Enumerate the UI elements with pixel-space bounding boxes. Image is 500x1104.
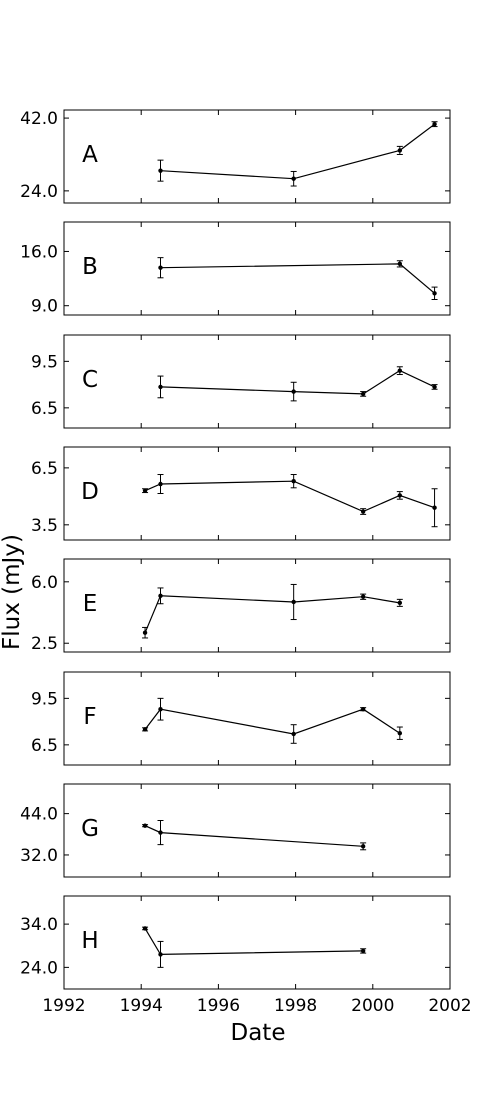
data-point bbox=[158, 265, 163, 270]
series-line bbox=[160, 369, 435, 395]
panel-label: C bbox=[82, 367, 98, 393]
data-point bbox=[432, 121, 437, 127]
y-tick-label: 24.0 bbox=[20, 958, 58, 978]
panel-frame bbox=[63, 109, 451, 204]
data-point bbox=[360, 707, 366, 712]
data-point bbox=[397, 261, 403, 267]
panel-c: 6.5 9.5 C bbox=[31, 334, 451, 429]
panel-g: 32.0 44.0 G bbox=[20, 783, 451, 878]
panel-label: F bbox=[83, 704, 96, 730]
series-line bbox=[144, 928, 364, 956]
data-point bbox=[360, 509, 366, 514]
data-point bbox=[291, 176, 296, 181]
data-point bbox=[142, 488, 148, 493]
panel-f: 6.5 9.5 F bbox=[31, 671, 451, 766]
panel-frame bbox=[63, 446, 451, 541]
panel-label: G bbox=[81, 816, 99, 842]
y-tick-label: 24.0 bbox=[20, 182, 58, 202]
data-point bbox=[397, 368, 403, 373]
data-point bbox=[291, 731, 296, 737]
data-point bbox=[158, 384, 163, 390]
panel-a: 24.0 42.0 A bbox=[20, 109, 451, 204]
y-tick-label: 9.0 bbox=[31, 297, 58, 317]
y-tick-label: 16.0 bbox=[20, 242, 58, 262]
data-point bbox=[397, 600, 403, 606]
data-point bbox=[142, 630, 148, 635]
data-point bbox=[158, 952, 163, 957]
panel-frame bbox=[63, 783, 451, 878]
x-axis-label: Date bbox=[231, 1020, 286, 1046]
series-line bbox=[144, 708, 401, 735]
series-line bbox=[160, 123, 435, 180]
data-point bbox=[397, 148, 403, 153]
panel-label: A bbox=[82, 142, 98, 168]
series-line bbox=[144, 595, 400, 633]
panel-frame bbox=[63, 671, 451, 766]
x-tick-label: 2002 bbox=[428, 996, 471, 1016]
panel-frame bbox=[63, 221, 451, 316]
y-axis-label: Flux (mJy) bbox=[0, 534, 25, 650]
y-tick-label: 2.5 bbox=[31, 634, 58, 654]
data-point bbox=[158, 481, 163, 487]
panel-b: 9.0 16.0 B bbox=[20, 221, 451, 317]
x-tick-label: 2000 bbox=[351, 996, 394, 1016]
y-tick-label: 44.0 bbox=[20, 805, 58, 825]
y-tick-label: 42.0 bbox=[20, 109, 58, 129]
data-point bbox=[360, 594, 366, 599]
data-point bbox=[158, 168, 163, 173]
x-tick-label: 1992 bbox=[42, 996, 85, 1016]
data-point bbox=[432, 384, 437, 390]
data-point bbox=[291, 599, 296, 605]
panel-frame bbox=[63, 895, 451, 990]
panel-d: 3.5 6.5 D bbox=[31, 446, 451, 541]
data-point bbox=[142, 727, 148, 732]
data-point bbox=[142, 926, 148, 931]
data-point bbox=[360, 844, 366, 849]
panel-label: B bbox=[82, 254, 98, 280]
x-tick-label: 1994 bbox=[120, 996, 163, 1016]
y-tick-label: 32.0 bbox=[20, 846, 58, 866]
panel-label: E bbox=[83, 591, 98, 617]
panel-e: 2.5 6.0 E bbox=[31, 558, 451, 654]
data-point bbox=[432, 505, 437, 510]
data-point bbox=[158, 707, 163, 712]
panel-label: D bbox=[81, 479, 99, 505]
data-point bbox=[397, 493, 403, 498]
y-tick-label: 9.5 bbox=[31, 689, 58, 709]
series-line bbox=[144, 825, 364, 847]
data-point bbox=[360, 391, 366, 397]
series-line bbox=[144, 480, 435, 513]
y-tick-label: 6.5 bbox=[31, 399, 58, 419]
panel-frame bbox=[63, 558, 451, 653]
y-tick-label: 6.0 bbox=[31, 573, 58, 593]
y-tick-label: 6.5 bbox=[31, 736, 58, 756]
data-point bbox=[158, 593, 163, 599]
y-tick-label: 3.5 bbox=[31, 516, 58, 536]
data-point bbox=[360, 948, 366, 954]
x-tick-label: 1998 bbox=[274, 996, 317, 1016]
panel-h: 24.0 34.0 H bbox=[20, 895, 451, 990]
data-point bbox=[432, 291, 437, 296]
data-point bbox=[291, 389, 296, 394]
y-tick-label: 9.5 bbox=[31, 352, 58, 372]
data-point bbox=[142, 823, 148, 828]
x-tick-label: 1996 bbox=[197, 996, 240, 1016]
y-tick-label: 6.5 bbox=[31, 459, 58, 479]
data-point bbox=[291, 478, 296, 484]
panel-label: H bbox=[81, 928, 98, 954]
y-tick-label: 34.0 bbox=[20, 915, 58, 935]
panel-frame bbox=[63, 334, 451, 429]
data-point bbox=[158, 830, 163, 835]
series-line bbox=[160, 263, 435, 294]
data-point bbox=[397, 731, 403, 736]
